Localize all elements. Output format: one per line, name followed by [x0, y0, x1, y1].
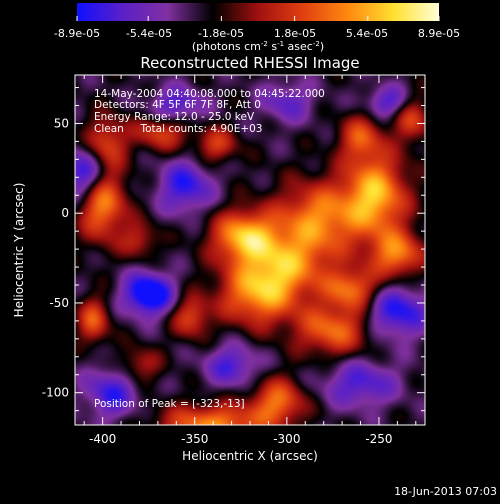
colorbar-tick-label: 8.9e-05 — [418, 27, 460, 40]
colorbar-tick-label: -5.4e-05 — [126, 27, 172, 40]
heatmap-image — [75, 75, 425, 425]
chart-title: Reconstructed RHESSI Image — [140, 54, 359, 72]
colorbar-ticks — [76, 16, 440, 21]
x-tick-label: -250 — [365, 432, 392, 446]
colorbar-tick-label: -1.8e-05 — [198, 27, 244, 40]
colorbar-tick-label: 1.8e-05 — [274, 27, 316, 40]
x-tick-label: -400 — [89, 432, 116, 446]
colorbar — [77, 3, 439, 21]
colorbar-units: (photons cm-2 s-1 asec-2) — [192, 40, 324, 53]
annotation-line: Clean Total counts: 4.90E+03 — [94, 123, 263, 135]
colorbar-tick-label: 5.4e-05 — [346, 27, 388, 40]
x-axis-label: Heliocentric X (arcsec) — [182, 449, 318, 463]
y-tick-labels: 50 0 -50 -100 — [42, 116, 69, 399]
x-tick-label: -350 — [181, 432, 208, 446]
x-tick-label: -300 — [273, 432, 300, 446]
y-axis-label: Heliocentric Y (arcsec) — [12, 183, 26, 318]
annotation-line: 14-May-2004 04:40:08.000 to 04:45:22.000 — [94, 88, 325, 100]
annotation-line: Energy Range: 12.0 - 25.0 keV — [94, 111, 255, 123]
y-tick-label: -100 — [42, 386, 69, 400]
annotation-block: 14-May-2004 04:40:08.000 to 04:45:22.000… — [94, 88, 325, 135]
peak-position-label: Position of Peak = [-323,-13] — [94, 398, 245, 410]
y-tick-label: -50 — [49, 296, 69, 310]
colorbar-tick-label: -8.9e-05 — [54, 27, 100, 40]
axis-ticks — [75, 75, 425, 425]
annotation-line: Detectors: 4F 5F 6F 7F 8F, Att 0 — [94, 99, 261, 111]
y-tick-label: 0 — [61, 206, 69, 220]
colorbar-tick-labels: -8.9e-05 -5.4e-05 -1.8e-05 1.8e-05 5.4e-… — [54, 27, 460, 40]
timestamp: 18-Jun-2013 07:03 — [394, 485, 497, 498]
y-tick-label: 50 — [54, 116, 69, 130]
x-tick-labels: -400 -350 -300 -250 — [89, 432, 393, 446]
